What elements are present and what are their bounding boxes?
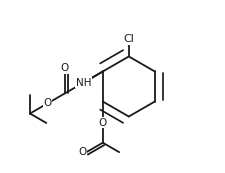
Text: O: O bbox=[99, 118, 107, 128]
Text: O: O bbox=[79, 147, 87, 157]
Text: NH: NH bbox=[76, 78, 91, 88]
Text: Cl: Cl bbox=[123, 34, 134, 44]
Text: O: O bbox=[44, 98, 52, 108]
Text: O: O bbox=[61, 63, 69, 74]
